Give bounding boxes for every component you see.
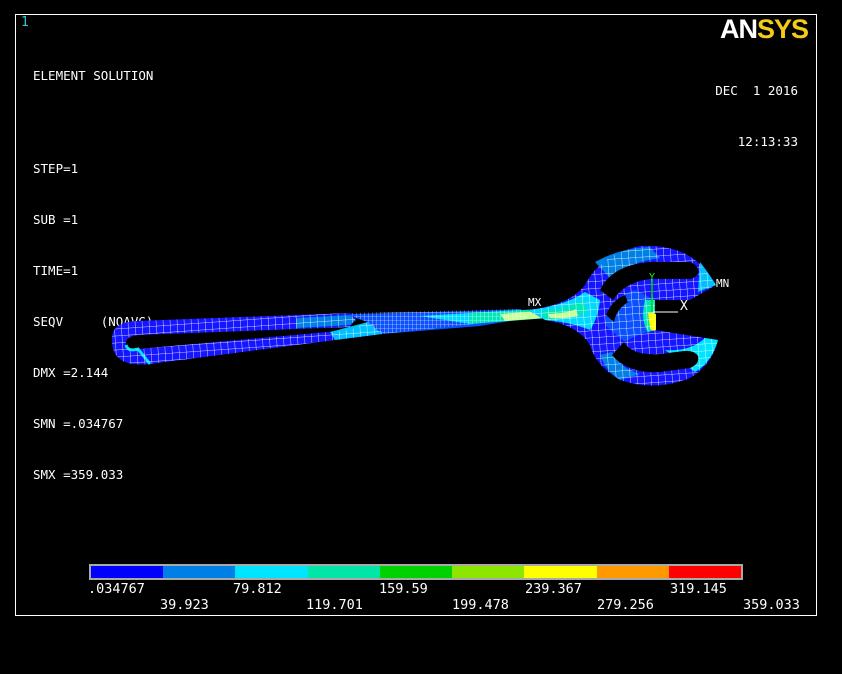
legend-color-segment xyxy=(452,566,525,578)
legend-value-4: 119.701 xyxy=(306,597,363,613)
axis-y-label: Y xyxy=(649,272,655,283)
coordinate-triad: X Y xyxy=(649,272,688,314)
legend-color-segment xyxy=(307,566,380,578)
legend-value-1: .034767 xyxy=(88,581,145,597)
legend-value-7: 239.367 xyxy=(525,581,582,597)
legend-color-segment xyxy=(163,566,236,578)
date-time-stamp: DEC 1 2016 12:13:33 xyxy=(715,48,798,167)
legend-value-5: 159.59 xyxy=(379,581,428,597)
legend-value-8: 279.256 xyxy=(597,597,654,613)
legend-value-2: 39.923 xyxy=(160,597,209,613)
legend-value-10: 359.033 xyxy=(743,597,800,613)
legend-color-segment xyxy=(235,566,308,578)
time-label: 12:13:33 xyxy=(737,134,798,149)
graphics-window-frame xyxy=(15,14,817,616)
info-dmx: DMX =2.144 xyxy=(33,365,109,380)
wrench-handle xyxy=(111,309,548,365)
legend-color-segment xyxy=(668,566,741,578)
legend-color-segment xyxy=(379,566,453,578)
wrench-head xyxy=(528,245,718,386)
legend-color-segment xyxy=(91,566,164,578)
solution-info-panel: ELEMENT SOLUTION STEP=1 SUB =1 TIME=1 SE… xyxy=(33,33,153,500)
info-substep: SUB =1 xyxy=(33,212,79,227)
legend-value-6: 199.478 xyxy=(452,597,509,613)
axis-x-label: X xyxy=(680,299,688,314)
min-marker: MN xyxy=(716,277,729,290)
ansys-logo: ANSYS xyxy=(720,14,809,44)
contour-legend-bar xyxy=(89,564,743,580)
legend-color-segment xyxy=(596,566,669,578)
solution-title: ELEMENT SOLUTION xyxy=(33,68,154,83)
legend-value-9: 319.145 xyxy=(670,581,727,597)
max-marker: MX xyxy=(528,296,542,309)
legend-color-segment xyxy=(524,566,597,578)
info-step: STEP=1 xyxy=(33,161,79,176)
info-smn: SMN =.034767 xyxy=(33,416,124,431)
model-markers: MX MN X Y xyxy=(528,272,729,314)
legend-value-3: 79.812 xyxy=(233,581,282,597)
window-number: 1 xyxy=(21,15,29,30)
info-smx: SMX =359.033 xyxy=(33,467,124,482)
info-time: TIME=1 xyxy=(33,263,79,278)
date-label: DEC 1 2016 xyxy=(715,83,798,98)
